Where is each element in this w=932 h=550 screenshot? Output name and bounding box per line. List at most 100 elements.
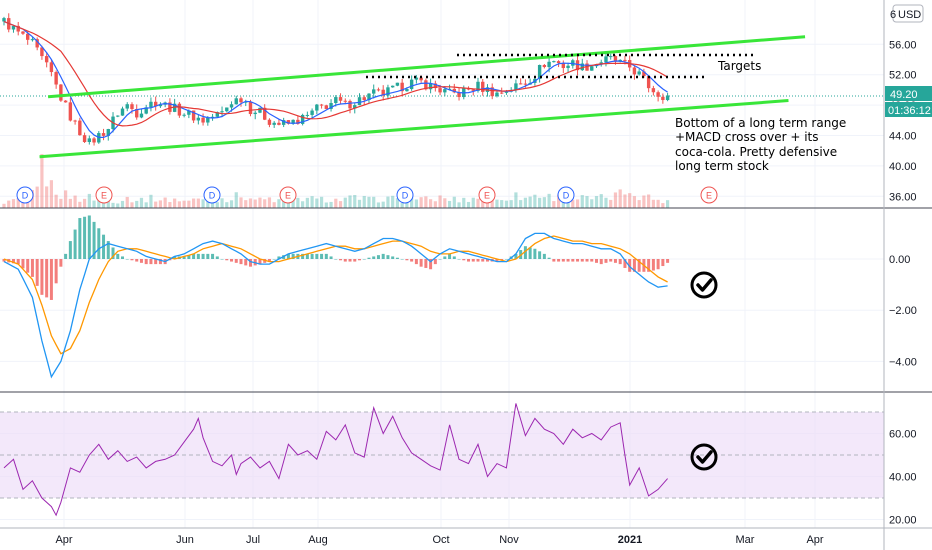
countdown-bg xyxy=(885,102,932,117)
macd-histogram-bar xyxy=(400,259,404,260)
x-tick-label: Nov xyxy=(499,534,519,546)
dividend-marker[interactable] xyxy=(203,186,221,204)
candle-body xyxy=(135,109,139,118)
last-price-bg xyxy=(885,86,932,101)
volume-bar xyxy=(462,197,466,208)
volume-bar xyxy=(173,198,177,208)
candle-body xyxy=(514,83,518,90)
volume-bar xyxy=(628,193,632,208)
earnings-marker[interactable] xyxy=(700,186,718,204)
candle-body xyxy=(196,117,201,121)
macd-histogram-bar xyxy=(301,253,305,259)
candle-body xyxy=(476,81,480,91)
macd-histogram-bar xyxy=(97,228,101,259)
macd-histogram-bar xyxy=(376,255,380,259)
volume-bar xyxy=(116,203,120,208)
volume-bar xyxy=(599,194,603,208)
volume-bar xyxy=(215,202,219,208)
macd-histogram-bar xyxy=(462,259,466,261)
candle-body xyxy=(357,97,362,106)
macd-histogram-bar xyxy=(320,253,324,259)
candle-body xyxy=(642,71,646,77)
candle-body xyxy=(599,62,603,65)
candle-body xyxy=(504,91,509,93)
volume-bar xyxy=(348,195,352,208)
macd-histogram-bar xyxy=(467,259,471,262)
candle-body xyxy=(16,25,20,32)
earnings-marker[interactable] xyxy=(478,186,496,204)
volume-bar xyxy=(111,202,115,208)
candle-body xyxy=(443,89,447,93)
candle-body xyxy=(158,104,163,107)
macd-tick-label: −2.00 xyxy=(889,305,917,317)
macd-histogram-bar xyxy=(485,259,489,262)
earnings-marker[interactable] xyxy=(279,186,297,204)
volume-bar xyxy=(54,194,58,208)
candle-body xyxy=(556,61,561,64)
earnings-marker[interactable] xyxy=(95,186,113,204)
macd-histogram-bar xyxy=(196,253,200,259)
currency-selector[interactable]: USD xyxy=(892,4,924,23)
event-marker-label: E xyxy=(706,191,712,201)
macd-histogram-bar xyxy=(419,259,423,267)
volume-bar xyxy=(642,195,646,208)
candle-body xyxy=(637,71,641,75)
candle-body xyxy=(49,62,54,73)
volume-bar xyxy=(547,193,551,208)
price-tick-label: 56.00 xyxy=(889,39,917,51)
volume-bar xyxy=(466,201,471,208)
candle-body xyxy=(495,92,499,97)
macd-histogram-bar xyxy=(372,256,376,259)
volume-bar xyxy=(509,200,513,208)
macd-histogram-bar xyxy=(471,259,475,262)
candle-body xyxy=(334,97,338,104)
volume-bar xyxy=(566,199,570,208)
candle-body xyxy=(604,56,608,63)
volume-bar xyxy=(594,196,599,208)
volume-bar xyxy=(443,198,447,208)
macd-histogram-bar xyxy=(277,256,281,259)
volume-bar xyxy=(334,198,338,208)
macd-histogram-bar xyxy=(476,259,480,262)
candle-body xyxy=(362,97,366,100)
candle-body xyxy=(206,117,210,123)
candle-body xyxy=(54,72,58,85)
volume-bar xyxy=(82,198,87,208)
price-tick-label: 40.00 xyxy=(889,161,917,173)
candle-body xyxy=(386,87,390,96)
macd-histogram-bar xyxy=(258,259,262,265)
volume-bar xyxy=(386,196,390,208)
volume-bar xyxy=(481,199,485,208)
candle-body xyxy=(438,88,442,93)
macd-line xyxy=(3,232,668,379)
macd-histogram-bar xyxy=(457,259,461,260)
volume-bar xyxy=(433,201,437,208)
volume-bar xyxy=(40,154,44,208)
candle-body xyxy=(244,101,248,103)
dividend-marker[interactable] xyxy=(396,186,414,204)
volume-bar xyxy=(471,197,475,208)
candle-body xyxy=(609,56,613,58)
macd-histogram-bar xyxy=(315,253,319,259)
macd-histogram-bar xyxy=(661,259,665,267)
macd-histogram-bar xyxy=(566,259,570,262)
targets-label: Targets xyxy=(717,59,761,73)
event-marker-label: D xyxy=(22,191,29,201)
dividend-marker[interactable] xyxy=(16,186,34,204)
volume-bar xyxy=(357,199,362,208)
volume-bar xyxy=(618,189,622,208)
volume-bar xyxy=(149,194,153,208)
candle-body xyxy=(248,101,253,115)
currency-button[interactable] xyxy=(892,4,924,23)
volume-bar xyxy=(485,200,490,208)
macd-histogram-bar xyxy=(343,259,347,262)
volume-bar xyxy=(59,198,63,208)
macd-histogram-bar xyxy=(324,253,328,259)
volume-bar xyxy=(367,196,371,208)
dividend-marker[interactable] xyxy=(557,186,575,204)
event-marker-label: E xyxy=(484,191,490,201)
x-tick-label: 2021 xyxy=(618,534,642,546)
